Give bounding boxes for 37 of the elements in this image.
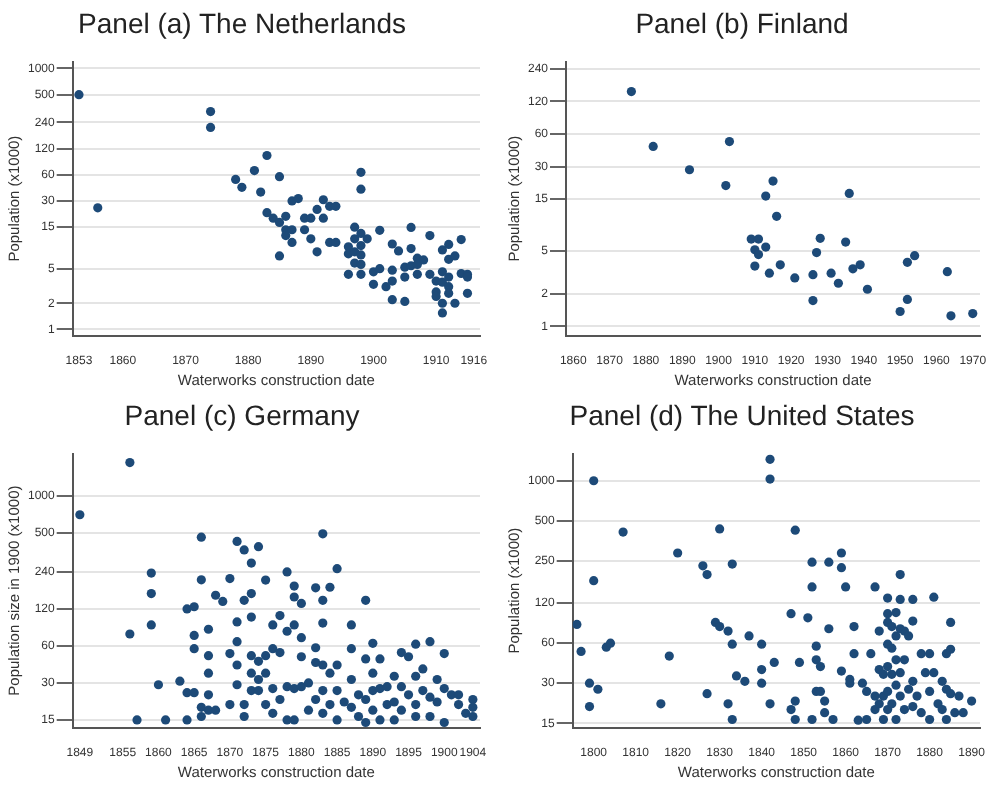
chart-title: Panel (c) Germany: [124, 398, 360, 431]
point: [811, 248, 822, 258]
point: [902, 257, 912, 267]
point: [855, 260, 865, 270]
point: [753, 250, 764, 260]
point: [815, 233, 825, 243]
point: [761, 242, 771, 252]
point: [862, 284, 873, 294]
chart-title: Panel (d) The United States: [569, 398, 915, 431]
point: [684, 165, 695, 175]
point: [750, 261, 760, 271]
point: [848, 264, 858, 274]
point: [808, 270, 818, 280]
point: [775, 260, 785, 270]
point: [910, 251, 920, 261]
point: [895, 306, 905, 317]
point: [902, 294, 912, 305]
point: [626, 86, 636, 97]
point: [724, 136, 735, 147]
point: [826, 268, 836, 278]
point: [790, 273, 800, 283]
point: [772, 211, 782, 221]
point: [844, 188, 854, 199]
point: [942, 267, 952, 277]
point: [946, 311, 956, 321]
point: [833, 278, 843, 288]
point: [753, 234, 764, 244]
chart-title: Panel (a) The Netherlands: [78, 6, 406, 39]
point: [721, 180, 731, 191]
chart-title: Panel (b) Finland: [635, 6, 849, 39]
point: [768, 176, 778, 186]
point: [648, 141, 658, 152]
point: [764, 268, 774, 278]
point: [808, 295, 818, 306]
point: [968, 309, 978, 319]
point: [761, 191, 771, 201]
point: [841, 237, 851, 247]
